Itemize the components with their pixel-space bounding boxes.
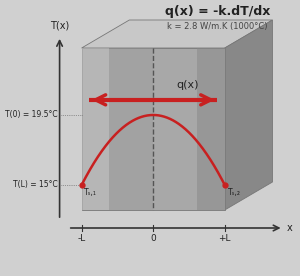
Text: Tₛ,₁: Tₛ,₁ xyxy=(84,188,97,197)
Polygon shape xyxy=(225,20,272,210)
Text: q(x): q(x) xyxy=(177,80,199,90)
Text: k = 2.8 W/m.K (1000°C): k = 2.8 W/m.K (1000°C) xyxy=(167,22,268,31)
Text: -L: -L xyxy=(77,234,86,243)
Text: +L: +L xyxy=(218,234,231,243)
Polygon shape xyxy=(82,48,109,210)
Polygon shape xyxy=(197,48,225,210)
Text: T(x): T(x) xyxy=(50,20,69,30)
Text: Tₛ,₂: Tₛ,₂ xyxy=(227,188,241,197)
Polygon shape xyxy=(109,48,153,210)
Text: 0: 0 xyxy=(150,234,156,243)
Text: T(0) = 19.5°C: T(0) = 19.5°C xyxy=(5,110,58,120)
Text: x: x xyxy=(287,223,293,233)
Text: T(L) = 15°C: T(L) = 15°C xyxy=(13,181,58,190)
Text: q(x) = -k.dT/dx: q(x) = -k.dT/dx xyxy=(165,5,270,18)
Polygon shape xyxy=(82,20,272,48)
Polygon shape xyxy=(82,48,225,210)
